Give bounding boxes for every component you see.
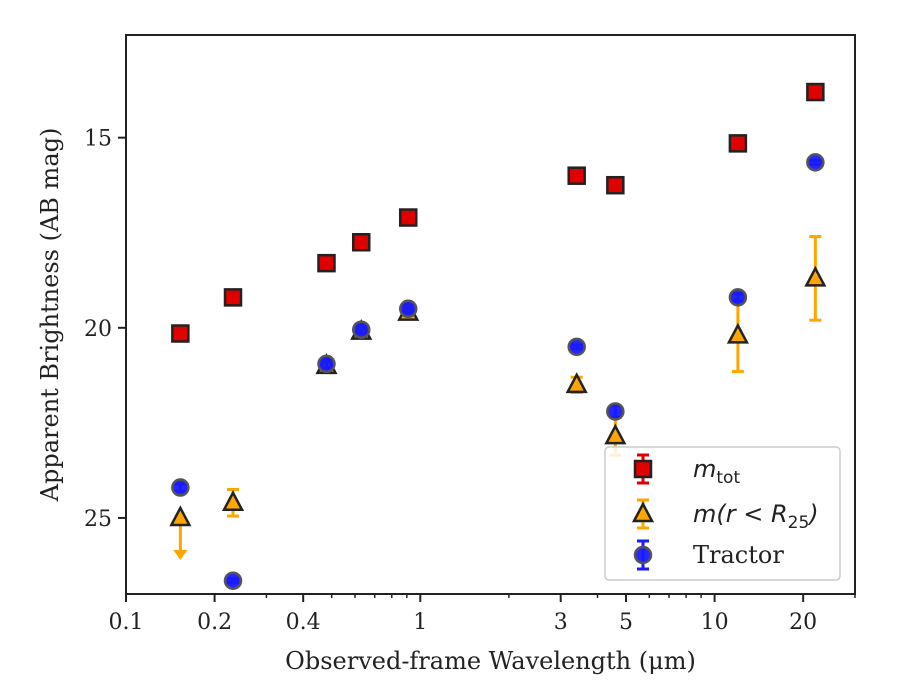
x-axis-label: Observed-frame Wavelength (μm)	[285, 647, 696, 675]
data-point-triangle	[604, 423, 627, 445]
data-point-square	[728, 134, 748, 153]
data-point-square	[317, 253, 336, 273]
legend-entry: Tractor	[633, 539, 784, 571]
axes-frame	[125, 34, 856, 595]
plot-area	[169, 82, 827, 590]
x-tick-label: 0.1	[109, 610, 144, 635]
y-tick-label: 25	[84, 507, 112, 532]
data-point-triangle	[221, 490, 245, 511]
series-circle	[171, 153, 825, 590]
x-tick-label: 0.2	[197, 610, 232, 635]
data-point-square	[633, 459, 653, 479]
y-axis-label: Apparent Brightness (AB mag)	[36, 128, 64, 503]
legend-box	[604, 446, 841, 581]
x-tick-label: 10	[701, 610, 729, 635]
data-point-square	[171, 324, 190, 343]
y-tick-label: 15	[84, 127, 112, 152]
legend: mtot m(r < R25) Tractor	[604, 446, 841, 581]
axis-ticks: 0.1 0.2 0.4 1 3 5 10 20 15 20 25	[84, 127, 856, 635]
data-point-square	[223, 288, 243, 307]
data-point-circle	[171, 478, 190, 497]
legend-entry: m(r < R25)	[631, 498, 819, 533]
legend-label: Tractor	[693, 541, 784, 569]
y-tick-label: 20	[84, 317, 112, 342]
legend-label: m(r < R25)	[693, 500, 819, 533]
x-tick-label: 3	[554, 610, 568, 635]
data-point-square	[606, 175, 625, 195]
data-point-square	[806, 82, 825, 102]
upper-limit-arrowhead	[173, 549, 188, 560]
data-point-square	[398, 208, 418, 227]
data-point-triangle	[169, 505, 192, 527]
data-point-circle	[606, 402, 625, 421]
data-point-circle	[398, 299, 418, 319]
legend-entry: mtot	[633, 453, 740, 488]
legend-label: mtot	[693, 455, 740, 488]
data-point-triangle	[631, 501, 655, 523]
data-point-triangle	[804, 265, 827, 287]
data-point-square	[351, 232, 371, 252]
data-point-triangle	[565, 372, 588, 394]
data-point-square	[567, 166, 586, 185]
x-tick-label: 0.4	[286, 610, 321, 635]
data-point-triangle	[726, 322, 749, 344]
x-tick-label: 1	[413, 610, 427, 635]
data-point-circle	[806, 153, 825, 172]
series-square	[171, 82, 825, 343]
data-point-circle	[351, 320, 371, 339]
data-point-circle	[567, 337, 586, 357]
x-tick-label: 20	[789, 610, 817, 635]
data-point-circle	[223, 571, 243, 590]
data-point-circle	[728, 288, 748, 307]
data-point-circle	[317, 354, 336, 374]
x-tick-label: 5	[619, 610, 633, 635]
data-point-circle	[633, 545, 653, 565]
